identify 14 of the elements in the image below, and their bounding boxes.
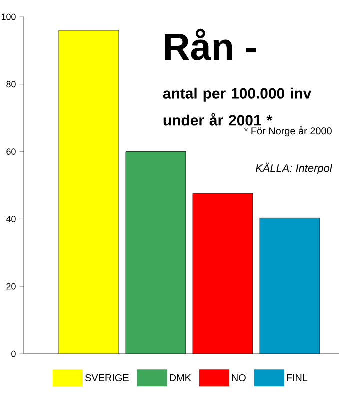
annotation: * För Norge år 2000	[244, 126, 332, 137]
y-tick-label: 100	[2, 14, 16, 20]
chart-title: Rån -	[166, 28, 256, 60]
y-tick-label: 60	[6, 148, 16, 155]
text: antal per 100.000 inv under år 2001 *	[163, 88, 312, 126]
legend-label: NO	[232, 374, 246, 382]
y-tick-label: 80	[6, 81, 16, 88]
legend-label: DMK	[170, 374, 192, 382]
y-tick-label: 0	[12, 350, 16, 358]
legend-label: SVERIGE	[85, 374, 129, 382]
y-tick-label: 40	[6, 216, 16, 222]
y-tick-label: 20	[6, 283, 16, 290]
legend-label: FINL	[287, 374, 308, 382]
annotation: KÄLLA: Interpol	[256, 162, 333, 174]
